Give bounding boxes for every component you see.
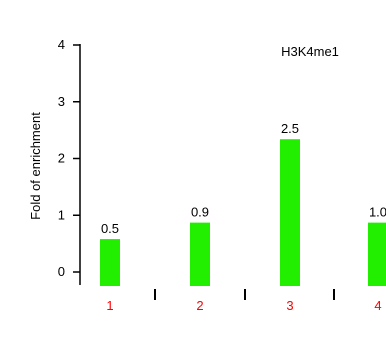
data-label: 0.9 <box>191 205 209 220</box>
y-tick-label: 2 <box>58 151 65 166</box>
bar <box>100 239 120 286</box>
bar <box>190 222 210 286</box>
y-tick-label: 3 <box>58 94 65 109</box>
y-tick-label: 4 <box>58 37 65 52</box>
bar <box>368 222 386 286</box>
bar <box>280 139 300 286</box>
category-label: 1 <box>106 298 113 313</box>
data-label: 1.0 <box>369 205 386 220</box>
category-label: 2 <box>196 298 203 313</box>
labels: 0.5 1 0.9 2 2.5 3 1.0 4 <box>101 121 386 313</box>
y-tick-label: 0 <box>58 264 65 279</box>
y-tick-label: 1 <box>58 207 65 222</box>
y-axis-title: Fold of enrichment <box>28 112 43 220</box>
data-label: 2.5 <box>281 121 299 136</box>
bars <box>100 139 386 286</box>
chart-annotation: H3K4me1 <box>281 44 339 59</box>
axes: 0 1 2 3 4 <box>58 37 335 300</box>
category-label: 4 <box>374 298 381 313</box>
category-label: 3 <box>286 298 293 313</box>
data-label: 0.5 <box>101 221 119 236</box>
